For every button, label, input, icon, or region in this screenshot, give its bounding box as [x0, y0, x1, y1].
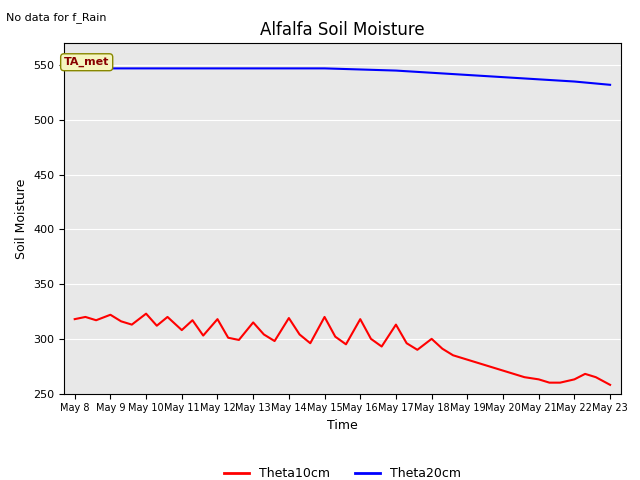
Text: TA_met: TA_met: [64, 57, 109, 67]
Y-axis label: Soil Moisture: Soil Moisture: [15, 178, 28, 259]
Legend: Theta10cm, Theta20cm: Theta10cm, Theta20cm: [219, 462, 466, 480]
Text: No data for f_Rain: No data for f_Rain: [6, 12, 107, 23]
Title: Alfalfa Soil Moisture: Alfalfa Soil Moisture: [260, 21, 425, 39]
X-axis label: Time: Time: [327, 419, 358, 432]
